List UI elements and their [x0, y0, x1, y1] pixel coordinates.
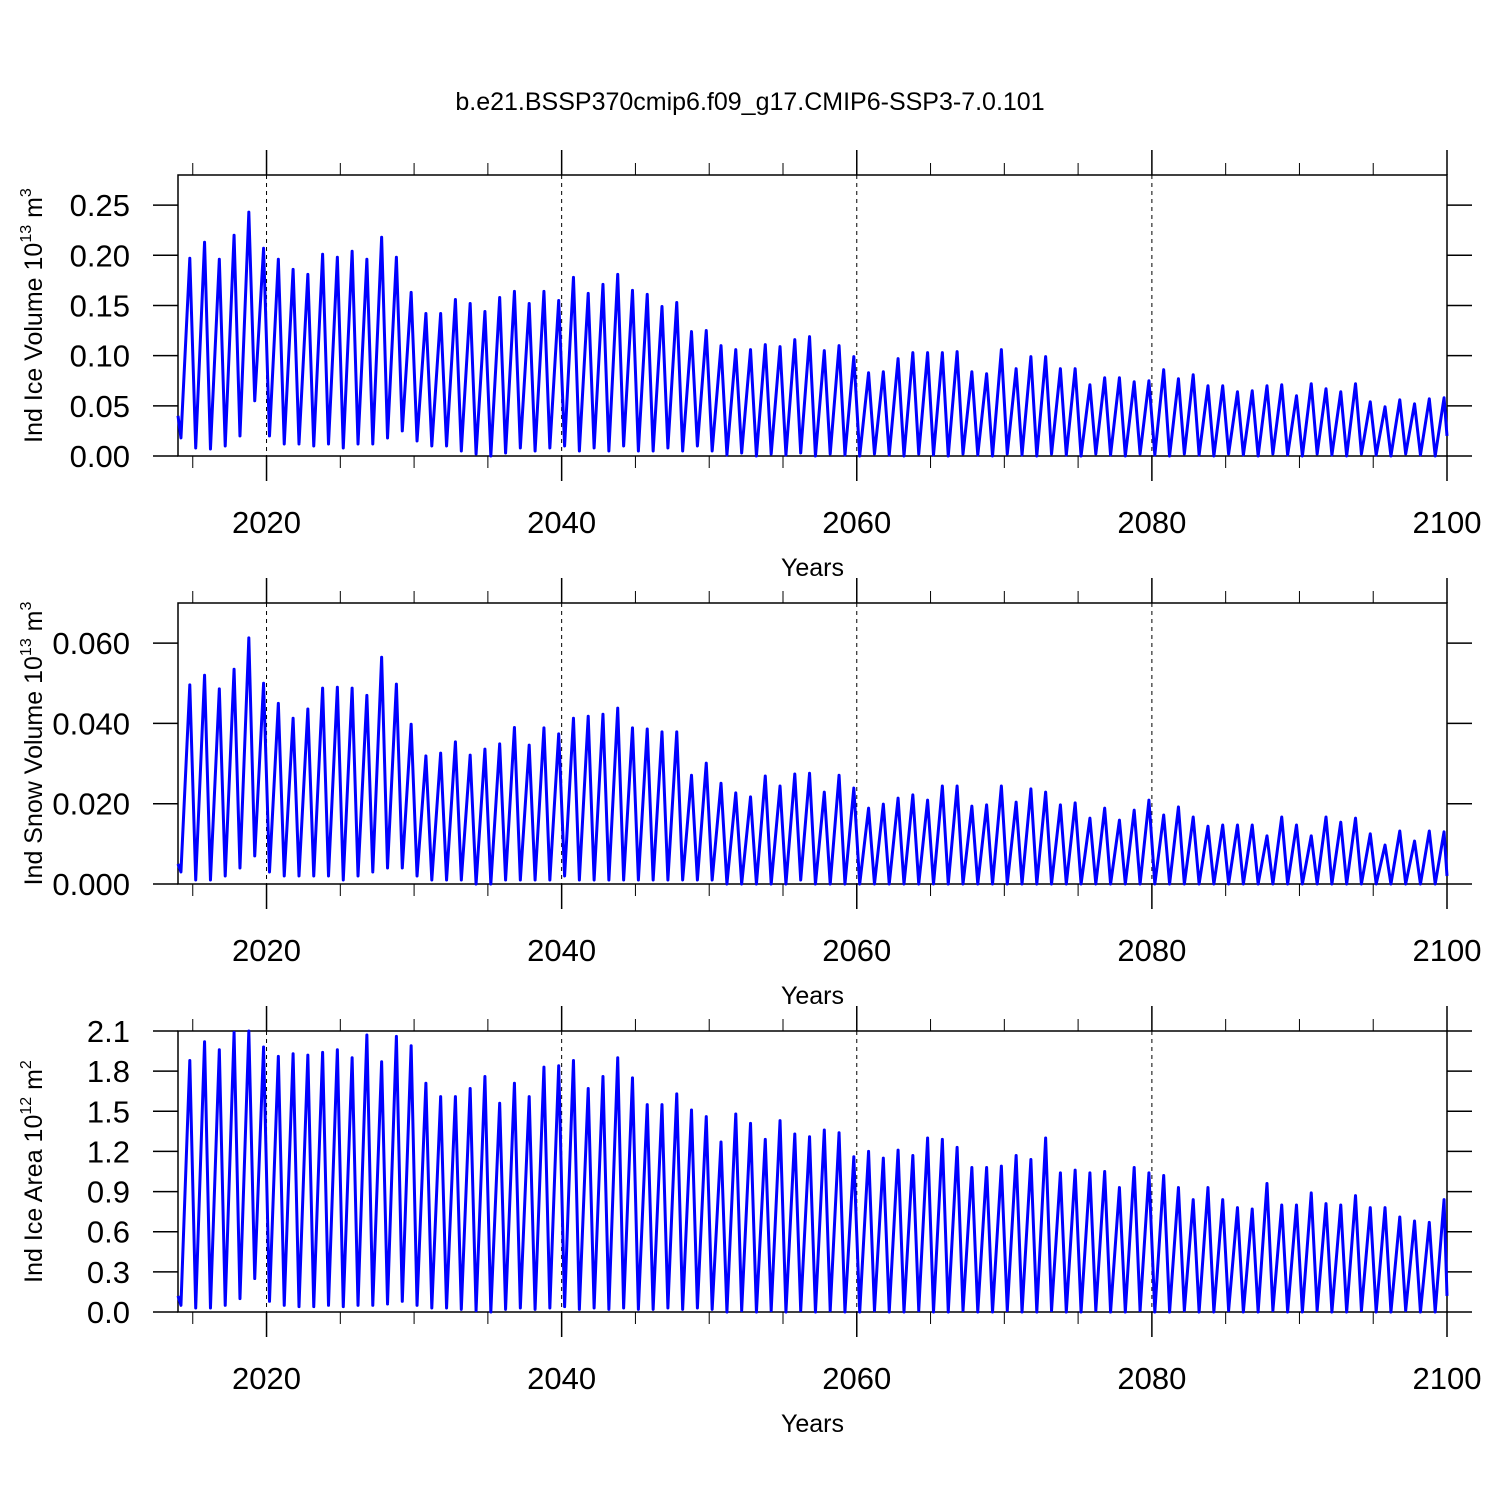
x-tick-label: 2080: [1117, 933, 1186, 968]
y-tick-label: 0.020: [52, 787, 130, 822]
data-line: [176, 636, 1449, 886]
y-tick-label: 0.9: [87, 1175, 130, 1210]
y-tick-label: 0.00: [70, 439, 130, 474]
panel: 2020 2040 2060 2080 2100 0.0 0.3 0.6 0.9 1.2 1.5 1.…: [18, 1006, 1481, 1438]
y-tick-label: 0.15: [70, 288, 130, 323]
x-tick-label: 2100: [1413, 933, 1482, 968]
y-axis-label-unit-exponent: 3: [18, 602, 35, 611]
y-axis-label-unit-exponent: 2: [18, 1060, 35, 1069]
y-axis-label-unit: m: [20, 197, 48, 225]
y-tick-label: 0.20: [70, 238, 130, 273]
y-tick-label: 1.2: [87, 1134, 130, 1169]
x-tick-label: 2040: [527, 1361, 596, 1396]
x-tick-label: 2040: [527, 505, 596, 540]
x-tick-label: 2060: [822, 1361, 891, 1396]
x-tick-label: 2060: [822, 933, 891, 968]
x-tick-label: 2100: [1413, 505, 1482, 540]
x-tick-label: 2100: [1413, 1361, 1482, 1396]
y-tick-label: 0.040: [52, 706, 130, 741]
x-tick-label: 2060: [822, 505, 891, 540]
y-tick-label: 0.10: [70, 339, 130, 374]
y-axis-label-exponent: 13: [18, 225, 35, 243]
y-tick-label: 0.05: [70, 389, 130, 424]
y-tick-label: 0.25: [70, 188, 130, 223]
x-tick-label: 2040: [527, 933, 596, 968]
x-tick-label: 2080: [1117, 1361, 1186, 1396]
y-axis-label: Ind Snow Volume 1013 m3: [18, 602, 48, 886]
data-line: [176, 210, 1449, 458]
x-tick-label: 2020: [232, 505, 301, 540]
x-tick-label: 2020: [232, 933, 301, 968]
y-axis-label-text: Ind Ice Area 10: [20, 1115, 48, 1283]
y-tick-label: 2.1: [87, 1014, 130, 1049]
x-axis-label: Years: [781, 982, 844, 1010]
y-axis-label-unit: m: [20, 1069, 48, 1097]
y-axis-label-exponent: 13: [18, 638, 35, 656]
y-tick-label: 0.3: [87, 1255, 130, 1290]
x-tick-label: 2080: [1117, 505, 1186, 540]
y-tick-label: 1.8: [87, 1054, 130, 1089]
y-axis-label-text: Ind Ice Volume 10: [20, 243, 48, 443]
y-axis-label-unit-exponent: 3: [18, 188, 35, 197]
panel: 2020 2040 2060 2080 2100 0.00 0.05 0.10 0.15 0.20…: [18, 150, 1481, 582]
x-tick-label: 2020: [232, 1361, 301, 1396]
y-tick-label: 0.6: [87, 1215, 130, 1250]
figure-title: b.e21.BSSP370cmip6.f09_g17.CMIP6-SSP3-7.…: [455, 88, 1044, 116]
y-tick-label: 0.000: [52, 867, 130, 902]
x-axis-label: Years: [781, 1410, 844, 1438]
y-tick-label: 0.060: [52, 626, 130, 661]
y-axis-label: Ind Ice Area 1012 m2: [18, 1060, 48, 1283]
y-tick-label: 0.0: [87, 1295, 130, 1330]
plot-frame: [177, 1030, 1448, 1313]
plot-frame: [177, 174, 1448, 457]
x-axis-label: Years: [781, 554, 844, 582]
y-tick-label: 1.5: [87, 1094, 130, 1129]
panel: 2020 2040 2060 2080 2100 0.000 0.020 0.040 0.060…: [18, 578, 1481, 1010]
y-axis-label-exponent: 12: [18, 1097, 35, 1115]
y-axis-label: Ind Ice Volume 1013 m3: [18, 188, 48, 443]
y-axis-label-text: Ind Snow Volume 10: [20, 656, 48, 885]
y-axis-label-unit: m: [20, 611, 48, 639]
data-line: [176, 1029, 1449, 1314]
plot-frame: [177, 602, 1448, 885]
